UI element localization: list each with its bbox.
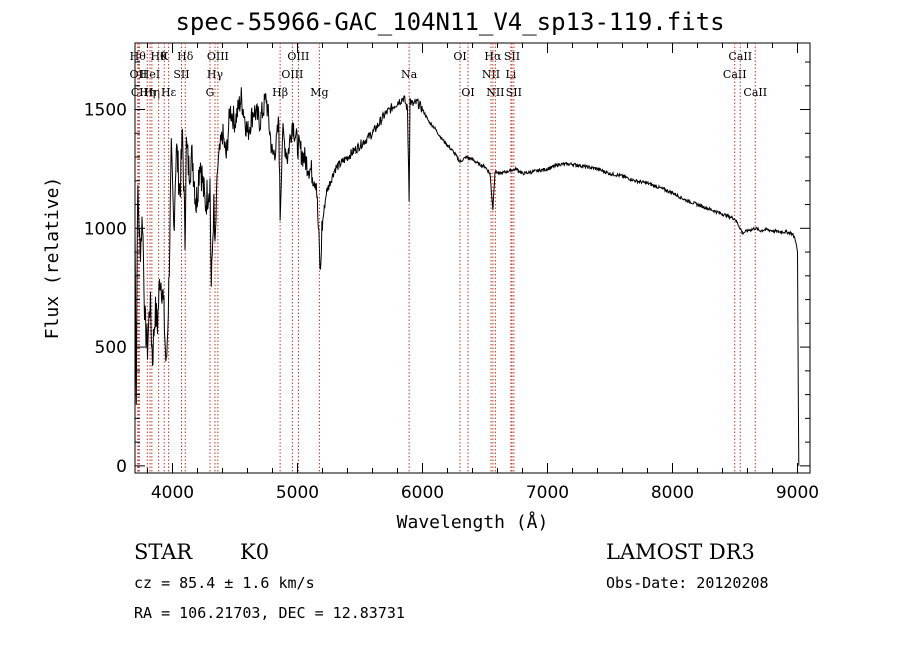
- x-tick-label: 7000: [526, 483, 569, 503]
- x-axis-label: Wavelength (Å): [397, 511, 549, 533]
- line-label: OII: [130, 68, 148, 81]
- x-tick-label: 4000: [151, 483, 194, 503]
- line-label: SII: [504, 50, 520, 63]
- line-label: NII: [486, 86, 504, 99]
- line-label: CaII: [723, 68, 747, 81]
- y-tick-label: 1000: [84, 219, 127, 239]
- line-label: Hδ: [177, 50, 194, 63]
- coordinates-readout: RA = 106.21703, DEC = 12.83731: [134, 604, 405, 622]
- line-label: OI: [453, 50, 466, 63]
- spectrum-series: [134, 87, 800, 466]
- line-label: OI: [461, 86, 474, 99]
- plot-frame: [134, 42, 811, 474]
- line-label: SII: [173, 68, 189, 81]
- x-tick-label: 5000: [276, 483, 319, 503]
- line-label: OIII: [281, 68, 303, 81]
- line-label: Hη: [139, 86, 155, 99]
- line-label: Na: [401, 68, 418, 81]
- line-label: Hθ: [130, 50, 147, 63]
- line-label: Hγ: [207, 68, 224, 81]
- line-label: G: [206, 86, 215, 99]
- line-label: Li: [505, 68, 516, 81]
- line-label: Mg: [310, 86, 328, 99]
- y-axis-label: Flux (relative): [42, 177, 63, 340]
- line-label: NII: [482, 68, 500, 81]
- survey-label: LAMOST DR3: [606, 540, 755, 564]
- line-label: CII: [131, 86, 148, 99]
- line-label: Hθ: [151, 50, 168, 63]
- object-subclass: K0: [240, 540, 270, 564]
- y-tick-label: 500: [95, 338, 127, 358]
- y-tick-label: 0: [116, 457, 127, 477]
- obs-date-readout: Obs-Date: 20120208: [606, 574, 769, 592]
- line-label: CaII: [743, 86, 767, 99]
- chart-title: spec-55966-GAC_104N11_V4_sp13-119.fits: [175, 8, 725, 36]
- y-tick-label: 1500: [84, 101, 127, 121]
- line-label: CaII: [728, 50, 752, 63]
- object-class: STAR: [134, 540, 193, 564]
- line-label: HeI: [140, 68, 160, 81]
- line-label: Hα: [484, 50, 502, 63]
- line-label: K: [160, 50, 169, 63]
- line-label: Hη: [144, 86, 160, 99]
- line-label: SII: [506, 86, 522, 99]
- line-label: OIII: [287, 50, 309, 63]
- x-tick-label: 9000: [776, 483, 819, 503]
- line-label: Hβ: [272, 86, 288, 99]
- x-tick-label: 6000: [401, 483, 444, 503]
- redshift-readout: cz = 85.4 ± 1.6 km/s: [134, 574, 315, 592]
- line-label: OIII: [207, 50, 229, 63]
- line-label: Hε: [161, 86, 177, 99]
- x-tick-label: 8000: [651, 483, 694, 503]
